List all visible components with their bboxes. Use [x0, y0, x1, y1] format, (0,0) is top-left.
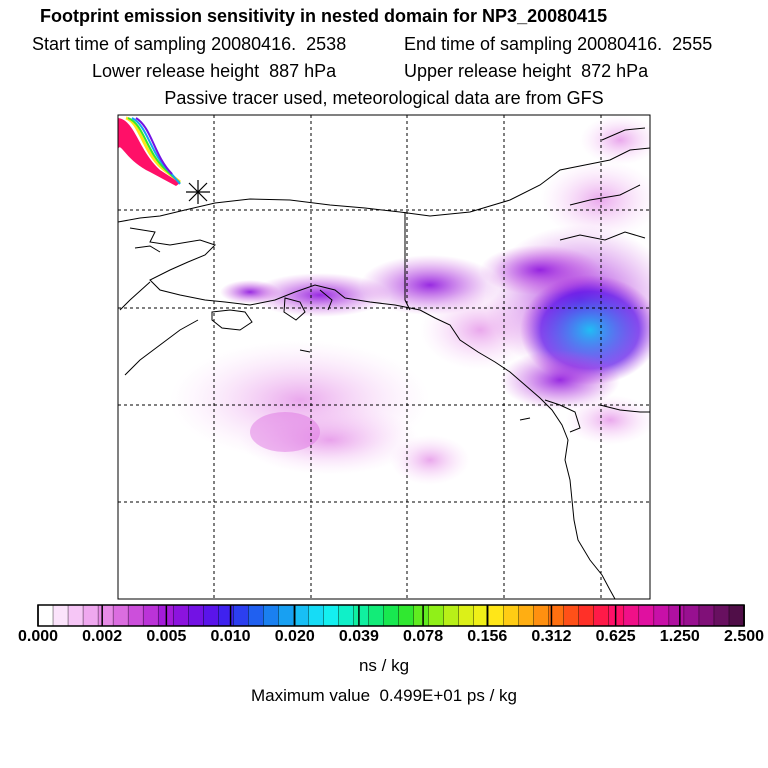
- colorbar-cell: [37, 604, 54, 627]
- colorbar: [37, 604, 745, 627]
- colorbar-cell: [443, 604, 460, 627]
- upper-height-label: Upper release height 872 hPa: [404, 61, 649, 81]
- colorbar-cell: [97, 604, 114, 627]
- colorbar-cell: [142, 604, 159, 627]
- lat-lon-grid: [118, 115, 650, 599]
- start-time-label: Start time of sampling 20080416. 2538: [32, 34, 347, 54]
- colorbar-cell: [338, 604, 355, 627]
- colorbar-cell: [698, 604, 715, 627]
- footprint-map: [117, 114, 651, 600]
- tracer-note: Passive tracer used, meteorological data…: [164, 88, 604, 108]
- colorbar-cell: [112, 604, 129, 627]
- colorbar-tick-label: 0.020: [274, 628, 315, 645]
- colorbar-cell: [308, 604, 325, 627]
- colorbar-cell: [263, 604, 280, 627]
- colorbar-cell: [413, 604, 430, 627]
- colorbar-cell: [323, 604, 340, 627]
- colorbar-cell: [127, 604, 144, 627]
- colorbar-tick-label: 0.002: [82, 628, 123, 645]
- colorbar-cell: [278, 604, 295, 627]
- lower-height-label: Lower release height 887 hPa: [92, 61, 337, 81]
- asterisk-release-point-icon: [186, 180, 210, 204]
- colorbar-cell: [383, 604, 400, 627]
- colorbar-cell: [683, 604, 700, 627]
- colorbar-tick-label: 0.078: [403, 628, 444, 645]
- maximum-value-label: Maximum value 0.499E+01 ps / kg: [251, 686, 517, 705]
- colorbar-tick-label: 0.312: [531, 628, 572, 645]
- colorbar-cell: [638, 604, 655, 627]
- colorbar-cells: [37, 604, 745, 627]
- colorbar-cell: [623, 604, 640, 627]
- map-frame: [117, 114, 651, 600]
- colorbar-units-label: ns / kg: [358, 656, 410, 675]
- colorbar-cell: [488, 604, 505, 627]
- colorbar-cell: [188, 604, 205, 627]
- colorbar-cell: [668, 604, 685, 627]
- colorbar-cell: [218, 604, 235, 627]
- colorbar-cell: [503, 604, 520, 627]
- colorbar-cell: [248, 604, 265, 627]
- colorbar-tick-label: 0.010: [210, 628, 251, 645]
- colorbar-cell: [533, 604, 550, 627]
- colorbar-cell: [353, 604, 370, 627]
- colorbar-cell: [82, 604, 99, 627]
- colorbar-cell: [578, 604, 595, 627]
- colorbar-cell: [52, 604, 69, 627]
- colorbar-cell: [653, 604, 670, 627]
- colorbar-cell: [428, 604, 445, 627]
- coastlines: [118, 127, 650, 599]
- colorbar-cell: [203, 604, 220, 627]
- colorbar-cell: [398, 604, 415, 627]
- colorbar-cell: [563, 604, 580, 627]
- colorbar-cell: [293, 604, 310, 627]
- colorbar-cell: [368, 604, 385, 627]
- colorbar-tick-label: 0.005: [146, 628, 187, 645]
- colorbar-tick-label: 0.156: [467, 628, 508, 645]
- colorbar-tick-label: 0.625: [595, 628, 636, 645]
- colorbar-cell: [518, 604, 535, 627]
- colorbar-tick-label: 1.250: [659, 628, 700, 645]
- colorbar-tick-label: 0.000: [17, 628, 59, 645]
- colorbar-cell: [233, 604, 250, 627]
- footprint-field: [118, 115, 650, 485]
- colorbar-cell: [608, 604, 625, 627]
- colorbar-cell: [67, 604, 84, 627]
- colorbar-tick-label: 2.500: [723, 628, 765, 645]
- colorbar-cell: [713, 604, 730, 627]
- colorbar-tick-label: 0.039: [338, 628, 379, 645]
- end-time-label: End time of sampling 20080416. 2555: [404, 34, 713, 54]
- colorbar-cell: [172, 604, 190, 627]
- colorbar-cell: [458, 604, 475, 627]
- colorbar-cell: [728, 604, 745, 627]
- colorbar-cell: [593, 604, 610, 627]
- plot-title: Footprint emission sensitivity in nested…: [40, 6, 608, 26]
